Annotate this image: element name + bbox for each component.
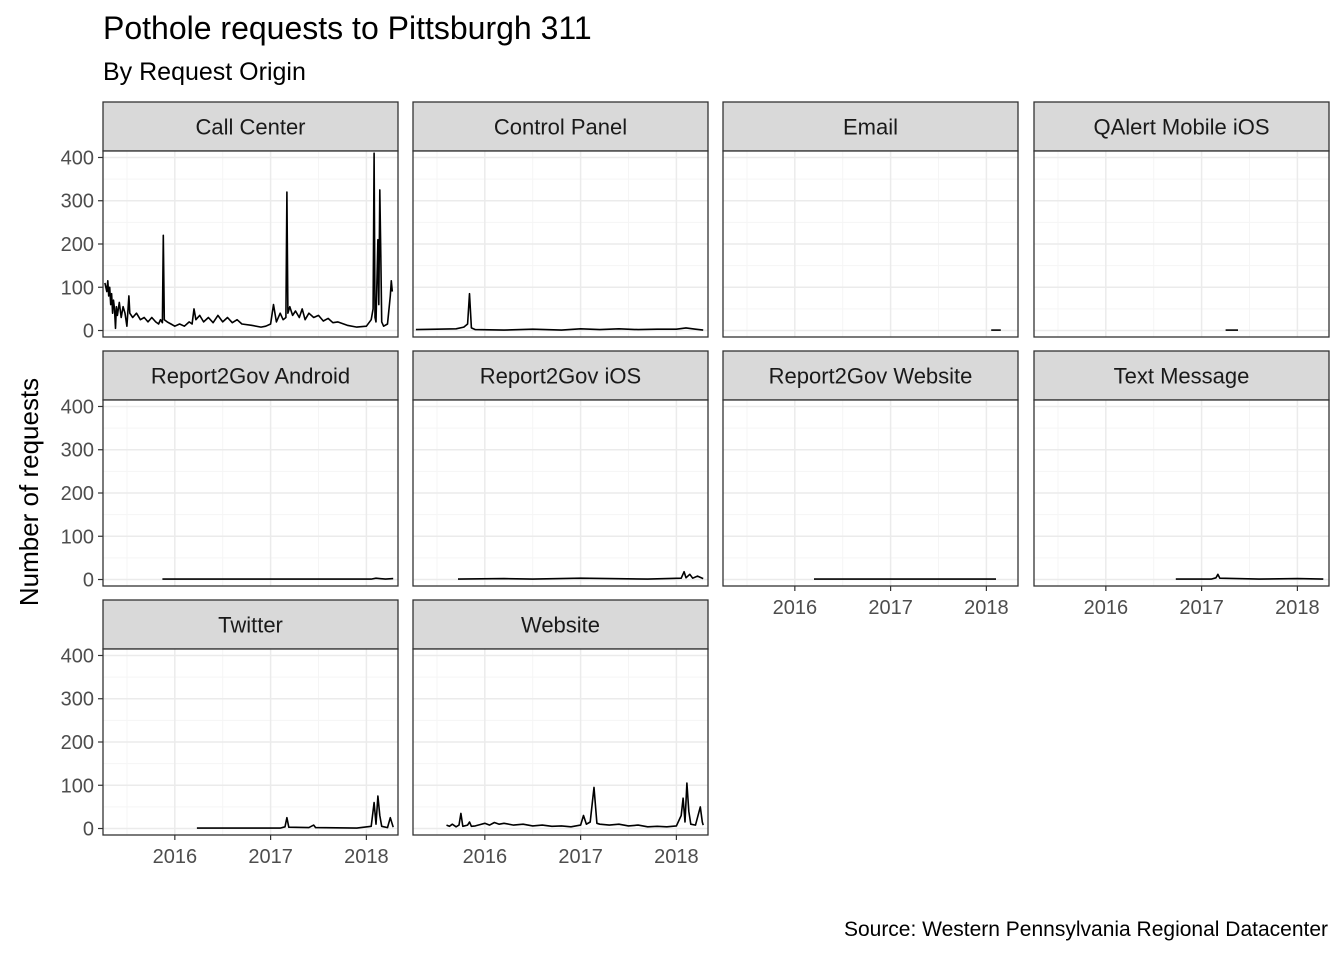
series-line-report2gov-android: [162, 577, 394, 580]
facet-label: Website: [521, 613, 600, 638]
x-tick-label: 2016: [463, 846, 508, 868]
x-tick-label: 2018: [654, 846, 699, 868]
y-tick-label: 200: [61, 234, 94, 256]
y-tick-label: 100: [61, 775, 94, 797]
y-tick-label: 200: [61, 732, 94, 754]
x-tick-label: 2016: [153, 846, 198, 868]
facet-strip: [412, 350, 709, 401]
facet-report2gov-android: Report2Gov Android 0 100 200 300 400: [61, 350, 399, 592]
facet-strip: [412, 101, 709, 152]
panel-border: [1033, 150, 1330, 338]
facet-label: Email: [843, 115, 898, 140]
series-line-website: [446, 782, 704, 828]
y-tick-label: 400: [61, 396, 94, 418]
y-axis-label: Number of requests: [14, 378, 44, 606]
x-tick-label: 2017: [1179, 597, 1224, 619]
facet-label: Report2Gov Android: [151, 364, 350, 389]
y-tick-label: 300: [61, 440, 94, 462]
chart-caption: Source: Western Pennsylvania Regional Da…: [843, 918, 1328, 941]
facet-report2gov-website: Report2Gov Website 2016 2017 2018: [722, 350, 1019, 619]
facet-label: Report2Gov iOS: [480, 364, 641, 389]
facet-strip: [102, 350, 399, 401]
panel-border: [412, 648, 709, 836]
y-tick-label: 100: [61, 277, 94, 299]
x-tick-label: 2016: [773, 597, 818, 619]
x-tick-label: 2017: [248, 846, 293, 868]
y-tick-label: 300: [61, 191, 94, 213]
y-tick-label: 0: [83, 819, 94, 841]
y-tick-label: 400: [61, 147, 94, 169]
x-tick-label: 2018: [344, 846, 389, 868]
panel-border: [722, 150, 1019, 338]
facet-strip: [722, 101, 1019, 152]
x-tick-label: 2018: [1275, 597, 1320, 619]
facet-qalert-mobile-ios: QAlert Mobile iOS: [1033, 101, 1330, 338]
facet-text-message: Text Message 2016 2017 2018: [1033, 350, 1330, 619]
y-tick-label: 400: [61, 645, 94, 667]
series-line-control-panel: [415, 292, 704, 331]
panel-border: [722, 399, 1019, 587]
x-tick-label: 2017: [868, 597, 913, 619]
panel-border: [412, 150, 709, 338]
panel-border: [412, 399, 709, 587]
y-tick-label: 100: [61, 526, 94, 548]
x-tick-label: 2017: [558, 846, 603, 868]
series-line-text-message: [1175, 573, 1324, 580]
facet-strip: [722, 350, 1019, 401]
facet-label: QAlert Mobile iOS: [1093, 115, 1269, 140]
y-tick-label: 0: [83, 570, 94, 592]
facet-website: Website 2016 2017 2018: [412, 599, 709, 868]
facet-label: Text Message: [1114, 364, 1250, 389]
facet-label: Control Panel: [494, 115, 627, 140]
x-tick-label: 2016: [1084, 597, 1129, 619]
facet-strip: [1033, 350, 1330, 401]
facet-control-panel: Control Panel: [412, 101, 709, 338]
facet-strip: [1033, 101, 1330, 152]
facet-twitter: Twitter 0 100 200 300 400 2016 2017 2018: [61, 599, 399, 868]
facet-strip: [102, 599, 399, 650]
series-line-call-center: [104, 152, 394, 330]
facet-label: Twitter: [218, 613, 283, 638]
panel-border: [1033, 399, 1330, 587]
facet-call-center: Call Center 0 100 200 300 400: [61, 101, 399, 343]
facet-email: Email: [722, 101, 1019, 338]
series-line-report2gov-ios: [457, 570, 704, 580]
facet-label: Call Center: [195, 115, 305, 140]
series-line-twitter: [196, 795, 394, 829]
facet-report2gov-ios: Report2Gov iOS: [412, 350, 709, 587]
facet-strip: [412, 599, 709, 650]
y-tick-label: 300: [61, 689, 94, 711]
y-tick-label: 0: [83, 321, 94, 343]
y-tick-label: 200: [61, 483, 94, 505]
x-tick-label: 2018: [964, 597, 1009, 619]
facet-label: Report2Gov Website: [769, 364, 973, 389]
chart-title: Pothole requests to Pittsburgh 311: [103, 10, 592, 46]
chart-subtitle: By Request Origin: [103, 58, 306, 86]
